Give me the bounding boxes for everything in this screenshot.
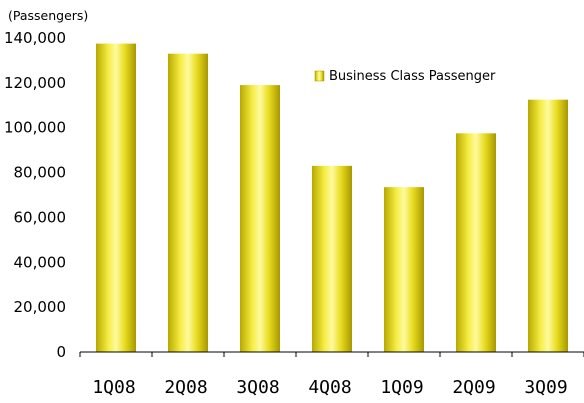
- bar-1q09: [384, 187, 424, 352]
- legend: Business Class Passenger: [314, 69, 496, 84]
- x-tick-label: 3Q08: [236, 377, 279, 398]
- x-tick-label: 1Q09: [380, 377, 423, 398]
- x-tick-label: 3Q09: [524, 377, 567, 398]
- bar-1q08: [96, 43, 136, 352]
- bar-2q09: [456, 133, 496, 352]
- y-tick-label: 120,000: [4, 74, 66, 92]
- x-tick-label: 2Q08: [164, 377, 207, 398]
- y-tick-label: 40,000: [14, 253, 67, 271]
- x-axis-tick-labels: 1Q08 2Q08 3Q08 4Q08 1Q09 2Q09 3Q09: [92, 377, 567, 398]
- bar-4q08: [312, 165, 352, 352]
- x-tick-label: 2Q09: [452, 377, 495, 398]
- legend-swatch: [314, 70, 325, 82]
- bars: [96, 43, 568, 352]
- bar-2q08: [168, 53, 208, 352]
- y-tick-label: 80,000: [14, 164, 67, 182]
- x-tick-label: 1Q08: [92, 377, 135, 398]
- legend-label: Business Class Passenger: [329, 69, 496, 84]
- x-tick-label: 4Q08: [308, 377, 351, 398]
- y-tick-label: 20,000: [14, 298, 67, 316]
- x-axis-ticks: [79, 352, 584, 357]
- bar-3q08: [240, 85, 280, 352]
- bar-3q09: [528, 99, 568, 352]
- y-axis-tick-labels: 0 20,000 40,000 60,000 80,000 100,000 120,000 1…: [4, 29, 66, 361]
- y-tick-label: 0: [56, 343, 66, 361]
- y-unit-label: (Passengers): [8, 8, 88, 23]
- y-tick-label: 60,000: [14, 208, 67, 226]
- y-tick-label: 100,000: [4, 119, 66, 137]
- y-tick-label: 140,000: [4, 29, 66, 47]
